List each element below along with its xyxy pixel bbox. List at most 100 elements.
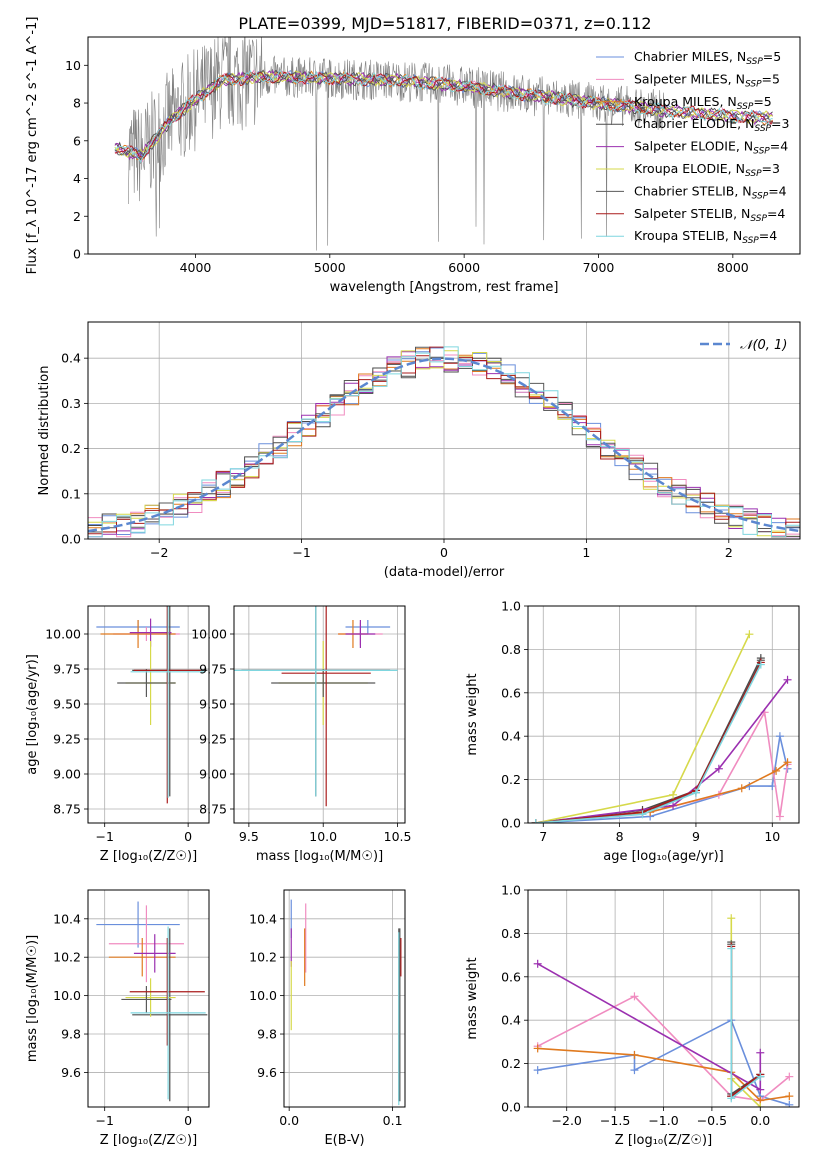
data-marker (533, 1044, 542, 1053)
y-tick-label: 0.3 (61, 396, 81, 411)
data-marker (756, 1085, 765, 1094)
y-tick-label: 8.75 (199, 802, 227, 817)
axes-frame (233, 605, 406, 824)
chart-mass-weight-vs-age: 7 8 9 10 0.0 0.2 0.4 0.6 0.8 1.0 age [log₁₀(age/yr… (465, 599, 800, 864)
y-tick-label: 1.0 (501, 883, 521, 898)
x-tick-label: −2 (150, 545, 168, 560)
errorbar-point (132, 928, 208, 1102)
y-tick-label: 0.2 (61, 441, 81, 456)
data-marker (775, 812, 784, 821)
errorbar-point (130, 926, 206, 1100)
y-tick-label: 9.75 (53, 662, 81, 677)
y-tick-label: 9.25 (53, 732, 81, 747)
x-tick-label: 10.0 (309, 829, 337, 844)
errorbar-point (108, 938, 176, 977)
y-tick-label: 0.4 (501, 1013, 521, 1028)
mass-weight-series (537, 963, 762, 1091)
x-tick-label: 9 (692, 829, 700, 844)
y-tick-label: 0.4 (61, 351, 81, 366)
data-marker (669, 801, 678, 810)
x-tick-label: 7 (539, 829, 547, 844)
errorbar-point (345, 620, 376, 648)
x-tick-label: −0.5 (697, 1113, 727, 1128)
data-marker (691, 788, 700, 797)
errorbar-point (345, 620, 391, 634)
legend-entry: 𝒩(0, 1) (740, 338, 787, 353)
mass-weight-series (535, 662, 762, 823)
data-marker (727, 944, 736, 953)
x-axis-label: Z [log₁₀(Z/Z☉)] (100, 1133, 197, 1148)
y-tick-label: 10.2 (249, 950, 277, 965)
data-marker (727, 914, 736, 923)
model-spectrum-line (114, 69, 773, 164)
plot-area (88, 346, 800, 538)
y-tick-label: 0.6 (501, 685, 521, 700)
data-marker (669, 790, 678, 799)
errorbar-point (100, 620, 176, 648)
legend-entry: Chabrier STELIB, NSSP=4 (634, 183, 787, 201)
y-tick-label: 0.1 (61, 486, 81, 501)
x-axis-label: (data-model)/error (384, 565, 505, 580)
data-marker (783, 675, 792, 684)
data-marker (533, 959, 542, 968)
x-tick-label: 10.5 (384, 829, 412, 844)
y-tick-label: 9.6 (257, 1065, 277, 1080)
legend-entry: Chabrier ELODIE, NSSP=3 (634, 116, 789, 134)
chart-spectrum: 4000 5000 6000 7000 8000 0 2 4 6 8 10 wavelength [A… (25, 17, 801, 295)
x-tick-label: 0.0 (750, 1113, 770, 1128)
errorbar-point (96, 901, 180, 948)
y-tick-label: 0.2 (501, 772, 521, 787)
data-marker (531, 819, 540, 823)
data-marker (756, 1048, 765, 1057)
x-axis-label: mass [log₁₀(M/M☉)] (256, 849, 383, 864)
x-axis-label: Z [log₁₀(Z/Z☉)] (615, 1133, 712, 1148)
legend-entry: Kroupa ELODIE, NSSP=3 (634, 161, 780, 179)
y-tick-label: 0.0 (501, 1100, 521, 1115)
x-tick-label: 0.1 (383, 1113, 403, 1128)
y-tick-label: 0 (73, 247, 81, 262)
legend-entry: Salpeter MILES, NSSP=5 (634, 71, 780, 89)
y-tick-label: 8 (73, 96, 81, 111)
y-axis-label: mass weight (465, 957, 480, 1039)
y-axis-label: mass [log₁₀(M/M☉)] (25, 935, 40, 1062)
x-tick-label: 10 (764, 829, 780, 844)
chart-mass-weight-vs-Z: −2.0 −1.5 −1.0 −0.5 0.0 0.0 0.2 0.4 0.6 0.8 1.0 Z [… (465, 883, 800, 1148)
plot-area (533, 914, 794, 1107)
y-tick-label: 9.8 (61, 1027, 81, 1042)
data-marker (533, 1066, 542, 1075)
x-tick-label: 9.5 (239, 829, 259, 844)
x-tick-label: 6000 (448, 260, 480, 275)
data-marker (630, 1050, 639, 1059)
axes-frame (527, 889, 800, 1108)
data-marker (630, 1066, 639, 1075)
y-tick-label: 8.75 (53, 802, 81, 817)
model-spectrum-line (114, 69, 773, 158)
y-tick-label: 9.8 (257, 1027, 277, 1042)
y-tick-label: 10.4 (53, 911, 81, 926)
y-tick-label: 0.8 (501, 642, 521, 657)
plot-area (114, 37, 773, 251)
observed-spectrum (128, 37, 666, 251)
y-tick-label: 0.0 (501, 816, 521, 831)
chart-age-vs-mass: 9.5 10.0 10.5 8.75 9.00 9.25 9.50 9.75 10.00 mass… (191, 605, 412, 864)
x-tick-label: −1.5 (600, 1113, 630, 1128)
data-marker (772, 766, 781, 775)
plot-area (531, 630, 792, 823)
data-marker (756, 660, 765, 669)
data-marker (783, 758, 792, 767)
x-tick-label: 1 (582, 545, 590, 560)
y-tick-label: 9.6 (61, 1065, 81, 1080)
x-axis-label: E(B-V) (324, 1133, 364, 1148)
plot-area (96, 901, 208, 1102)
mass-weight-series (730, 942, 761, 1096)
axes-frame (283, 889, 406, 1108)
legend: Chabrier MILES, NSSP=5 Salpeter MILES, NS… (596, 49, 789, 246)
data-marker (737, 784, 746, 793)
errorbar-point (133, 606, 201, 804)
x-tick-label: 8000 (717, 260, 749, 275)
axes-frame (87, 889, 210, 1108)
y-tick-label: 9.25 (199, 732, 227, 747)
y-axis-label: Normed distribution (37, 366, 52, 496)
y-tick-label: 9.00 (53, 767, 81, 782)
y-tick-label: 0.2 (501, 1056, 521, 1071)
